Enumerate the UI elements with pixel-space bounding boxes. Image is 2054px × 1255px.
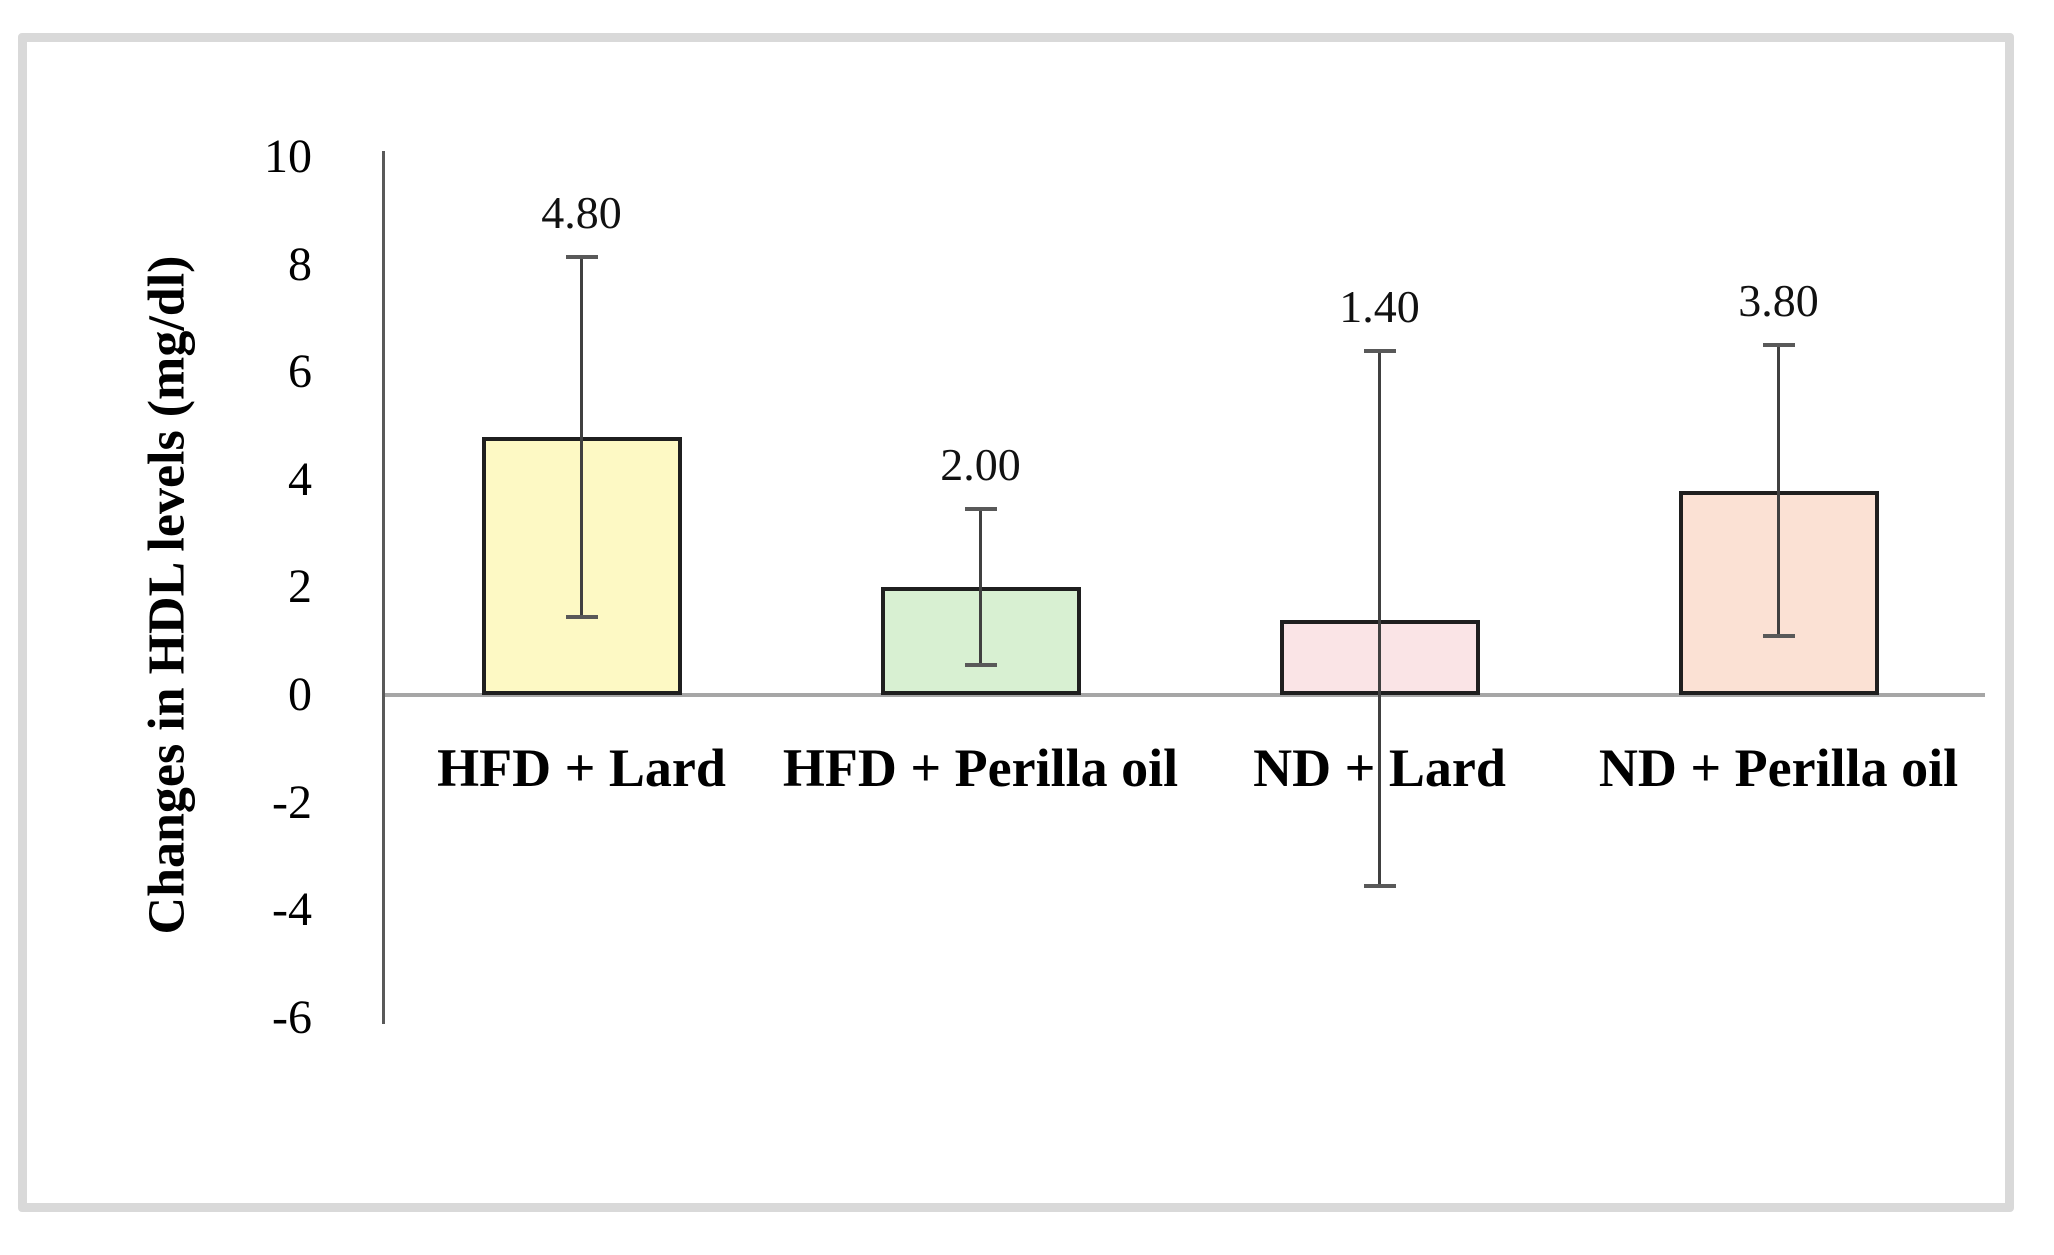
category-label: ND + Lard	[1253, 738, 1506, 798]
error-bar-cap-bottom	[565, 614, 598, 619]
error-bar-cap-bottom	[964, 663, 997, 668]
bar-value-label: 1.40	[1339, 280, 1420, 332]
y-axis-line	[382, 151, 385, 1024]
category-label: HFD + Perilla oil	[782, 738, 1179, 798]
error-bar-cap-bottom	[1363, 883, 1396, 888]
error-bar-cap-top	[964, 507, 997, 512]
y-tick-label: 0	[288, 668, 312, 721]
error-bar-line	[1777, 345, 1780, 636]
error-bar-cap-top	[1762, 343, 1795, 348]
bar-value-label: 2.00	[940, 439, 1021, 491]
error-bar-cap-top	[565, 254, 598, 259]
y-tick-label: -2	[272, 775, 312, 829]
y-tick-label: 6	[288, 345, 312, 399]
x-axis-baseline	[382, 693, 1985, 697]
y-tick-label: -4	[272, 883, 312, 937]
y-tick-label: 4	[288, 452, 312, 506]
y-tick-label: 2	[288, 560, 312, 614]
error-bar-cap-bottom	[1762, 633, 1795, 638]
bar-value-label: 4.80	[541, 186, 622, 238]
error-bar-line	[580, 256, 583, 617]
error-bar-line	[1378, 350, 1381, 886]
error-bar-cap-top	[1363, 348, 1396, 353]
category-label: ND + Perilla oil	[1598, 738, 1959, 798]
figure-frame	[18, 33, 2014, 1212]
y-tick-label: 8	[288, 237, 312, 291]
category-label: HFD + Lard	[437, 738, 726, 798]
y-tick-label: 10	[264, 130, 312, 183]
error-bar-line	[979, 509, 982, 666]
bar-value-label: 3.80	[1738, 275, 1819, 327]
y-tick-label: -6	[272, 990, 312, 1044]
